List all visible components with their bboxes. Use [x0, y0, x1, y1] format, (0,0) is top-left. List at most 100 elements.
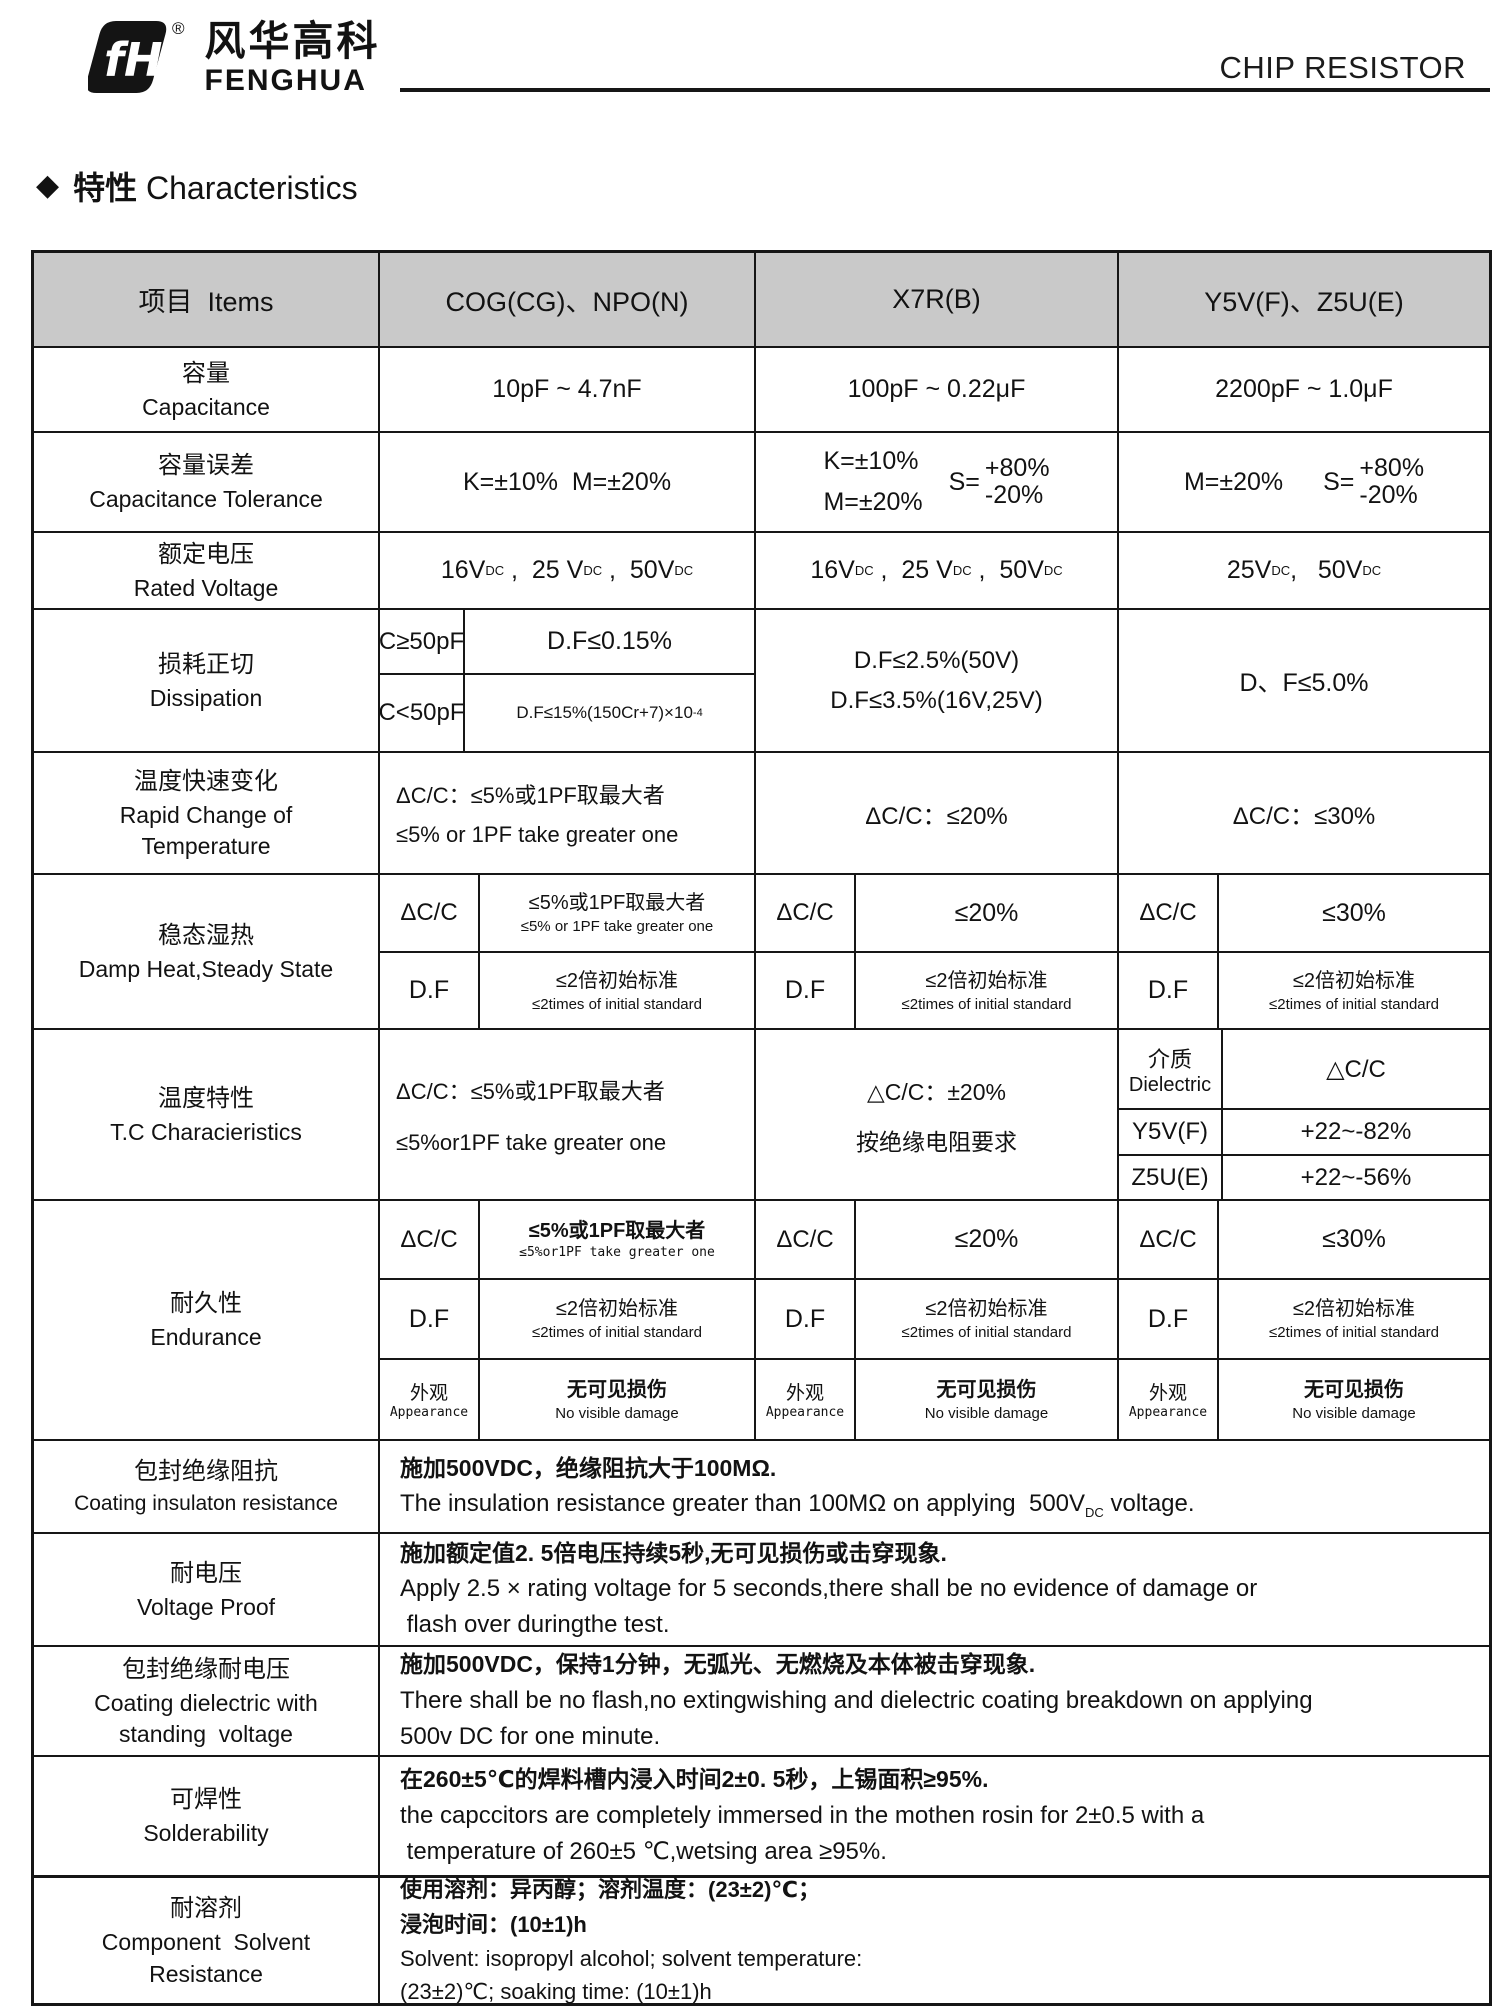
- df-label: D.F: [1119, 953, 1219, 1028]
- rv-text: , 50V: [971, 556, 1044, 584]
- capacitance-y5v-cell: 2200pF ~ 1.0μF: [1117, 348, 1489, 431]
- df-label: D.F: [756, 1280, 856, 1358]
- coating-dielectric-label-zh: 包封绝缘耐电压: [122, 1655, 290, 1683]
- voltage-proof-line3: flash over duringthe test.: [400, 1611, 670, 1639]
- damp-heat-y5v-cell: ΔC/C ≤30% D.F ≤2倍初始标准 ≤2times of initial…: [1117, 875, 1489, 1028]
- row-damp-heat: 稳态湿热 Damp Heat,Steady State ΔC/C ≤5%或1PF…: [34, 873, 1489, 1028]
- tc-cog-cell: ΔC/C：≤5%或1PF取最大者 ≤5%or1PF take greater o…: [378, 1030, 754, 1199]
- dissipation-cog-subrow-2: C<50pF D.F≤15%(150Cr+7)×10 -4: [380, 673, 754, 751]
- tolerance-cog-value: K=±10% M=±20%: [462, 467, 672, 496]
- dissipation-cog-cond-1: C≥50pF: [380, 610, 465, 673]
- damp-heat-label-zh: 稳态湿热: [158, 921, 254, 949]
- rated-voltage-y5v-cell: 25V DC, 50V DC: [1117, 533, 1489, 608]
- damp-cog-dcc-en: ≤5% or 1PF take greater one: [520, 918, 714, 936]
- tc-z5ue-label: Z5U(E): [1119, 1156, 1223, 1199]
- tolerance-x7r-s: S= +80% -20%: [949, 454, 1050, 510]
- section-title-zh: 特性: [73, 170, 138, 206]
- voltage-proof-label: 耐电压 Voltage Proof: [34, 1534, 378, 1645]
- dissipation-cog-value-2: D.F≤15%(150Cr+7)×10 -4: [516, 703, 703, 722]
- rapid-change-label-en2: Temperature: [141, 833, 271, 859]
- tolerance-x7r-km: K=±10% M=±20%: [823, 447, 922, 517]
- cir-en-sub: DC: [1085, 1505, 1104, 1521]
- std-en: ≤2times of initial standard: [532, 1324, 702, 1342]
- voltage-proof-line1: 施加额定值2. 5倍电压持续5秒,无可见损伤或击穿现象.: [400, 1539, 947, 1566]
- svg-text:fH: fH: [104, 33, 163, 87]
- row-solvent-resistance: 耐溶剂 Component Solvent Resistance 使用溶剂：异丙…: [34, 1875, 1489, 2003]
- tc-cog-line1: ΔC/C：≤5%或1PF取最大者: [396, 1078, 665, 1104]
- endurance-cog-dcc-en: ≤5%or1PF take greater one: [519, 1245, 715, 1261]
- damp-heat-y5v-df-row: D.F ≤2倍初始标准 ≤2times of initial standard: [1119, 951, 1489, 1028]
- capacitance-label-en: Capacitance: [142, 393, 270, 420]
- no-damage-zh: 无可见损伤: [1304, 1378, 1404, 1401]
- std-zh: ≤2倍初始标准: [1292, 969, 1416, 992]
- appearance-zh: 外观: [1148, 1382, 1187, 1404]
- tc-dielectric-en: Dielectric: [1128, 1073, 1212, 1096]
- endurance-label: 耐久性 Endurance: [34, 1201, 378, 1439]
- col-header-cog: COG(CG)、NPO(N): [378, 253, 754, 346]
- endurance-x7r-dcc-value: ≤20%: [954, 1225, 1019, 1253]
- section-title-text: 特性 Characteristics: [73, 163, 358, 209]
- tc-y5v-f-row: Y5V(F) +22~-82%: [1119, 1108, 1489, 1154]
- tc-z5u-e-row: Z5U(E) +22~-56%: [1119, 1154, 1489, 1199]
- rv-text: 16V: [440, 556, 486, 584]
- solvent-line2: 浸泡时间：(10±1)h: [400, 1911, 587, 1937]
- damp-heat-cog-df-value: ≤2倍初始标准 ≤2times of initial standard: [480, 953, 754, 1028]
- damp-heat-cog-dcc-row: ΔC/C ≤5%或1PF取最大者 ≤5% or 1PF take greater…: [380, 875, 754, 951]
- rated-voltage-cog-cell: 16V DC , 25 V DC , 50V DC: [378, 533, 754, 608]
- df-label: D.F: [756, 953, 856, 1028]
- tolerance-label-zh: 容量误差: [158, 452, 254, 480]
- damp-heat-y5v-df-value: ≤2倍初始标准 ≤2times of initial standard: [1219, 953, 1489, 1028]
- voltage-proof-line2: Apply 2.5 × rating voltage for 5 seconds…: [400, 1575, 1258, 1603]
- damp-heat-x7r-dcc-row: ΔC/C ≤20%: [756, 875, 1117, 951]
- rated-voltage-label-en: Rated Voltage: [133, 574, 279, 601]
- damp-heat-label-en: Damp Heat,Steady State: [78, 955, 334, 982]
- no-damage-en: No visible damage: [1292, 1404, 1416, 1422]
- rapid-change-y5v-cell: ΔC/C：≤30%: [1117, 753, 1489, 873]
- coating-dielectric-label-en2: standing voltage: [119, 1721, 293, 1747]
- coating-dielectric-line3: 500v DC for one minute.: [400, 1722, 661, 1750]
- coating-dielectric-line2: There shall be no flash,no extingwishing…: [400, 1686, 1313, 1714]
- rapid-change-label-zh: 温度快速变化: [134, 767, 278, 795]
- tolerance-cog-cell: K=±10% M=±20%: [378, 433, 754, 531]
- row-coating-insulation: 包封绝缘阻抗 Coating insulaton resistance 施加50…: [34, 1439, 1489, 1532]
- tc-dielectric-label: 介质 Dielectric: [1119, 1030, 1223, 1108]
- col-header-y5v: Y5V(F)、Z5U(E): [1117, 253, 1489, 346]
- rv-text: , 50V: [1290, 556, 1363, 584]
- solderability-line1: 在260±5℃的焊料槽内浸入时间2±0. 5秒，上锡面积≥95%.: [400, 1766, 989, 1793]
- std-en: ≤2times of initial standard: [1269, 1324, 1439, 1342]
- solderability-content: 在260±5℃的焊料槽内浸入时间2±0. 5秒，上锡面积≥95%. the ca…: [378, 1757, 1489, 1875]
- solvent-resistance-label-zh: 耐溶剂: [170, 1895, 242, 1923]
- col-header-items-label: 项目 Items: [138, 287, 274, 317]
- coating-dielectric-line1: 施加500VDC，保持1分钟，无弧光、无燃烧及本体被击穿现象.: [400, 1651, 1036, 1678]
- tolerance-label: 容量误差 Capacitance Tolerance: [34, 433, 378, 531]
- dissipation-x7r-line1: D.F≤2.5%(50V): [853, 646, 1020, 674]
- endurance-x7r-df-row: D.F ≤2倍初始标准 ≤2times of initial standard: [756, 1278, 1117, 1358]
- dissipation-y5v-cell: D、F≤5.0%: [1117, 610, 1489, 751]
- appearance-zh: 外观: [409, 1382, 448, 1404]
- tolerance-y5v-m: M=±20%: [1183, 467, 1284, 496]
- dcc-label: ΔC/C: [380, 1201, 480, 1278]
- damp-heat-y5v-dcc-row: ΔC/C ≤30%: [1119, 875, 1489, 951]
- coating-insulation-line1: 施加500VDC，绝缘阻抗大于100MΩ.: [400, 1454, 777, 1481]
- rapid-change-cog-cell: ΔC/C：≤5%或1PF取最大者 ≤5% or 1PF take greater…: [378, 753, 754, 873]
- dcc-label: ΔC/C: [1119, 1201, 1219, 1278]
- rated-voltage-label: 额定电压 Rated Voltage: [34, 533, 378, 608]
- appearance-label: 外观 Appearance: [1119, 1360, 1219, 1439]
- endurance-cog-appearance-row: 外观 Appearance 无可见损伤 No visible damage: [380, 1358, 754, 1439]
- df-label: D.F: [380, 953, 480, 1028]
- endurance-cog-dcc-row: ΔC/C ≤5%或1PF取最大者 ≤5%or1PF take greater o…: [380, 1201, 754, 1278]
- endurance-x7r-df-value: ≤2倍初始标准 ≤2times of initial standard: [856, 1280, 1117, 1358]
- tolerance-x7r-s-range: +80% -20%: [985, 454, 1050, 510]
- rv-text: , 25 V: [504, 556, 584, 584]
- solderability-line3: temperature of 260±5 ℃,wetsing area ≥95%…: [400, 1837, 887, 1865]
- damp-y5v-dcc-value: ≤30%: [1322, 898, 1386, 927]
- cir-en-tail: voltage.: [1103, 1490, 1195, 1518]
- endurance-y5v-cell: ΔC/C ≤30% D.F ≤2倍初始标准 ≤2times of initial…: [1117, 1201, 1489, 1439]
- tc-label-zh: 温度特性: [158, 1084, 254, 1112]
- appearance-en: Appearance: [765, 1404, 845, 1420]
- section-title-en: Characteristics: [145, 170, 358, 206]
- dissipation-cog-subrow-1: C≥50pF D.F≤0.15%: [380, 610, 754, 673]
- voltage-proof-label-zh: 耐电压: [170, 1559, 242, 1587]
- cir-en-text: The insulation resistance greater than 1…: [400, 1490, 1086, 1518]
- dissipation-label: 损耗正切 Dissipation: [34, 610, 378, 751]
